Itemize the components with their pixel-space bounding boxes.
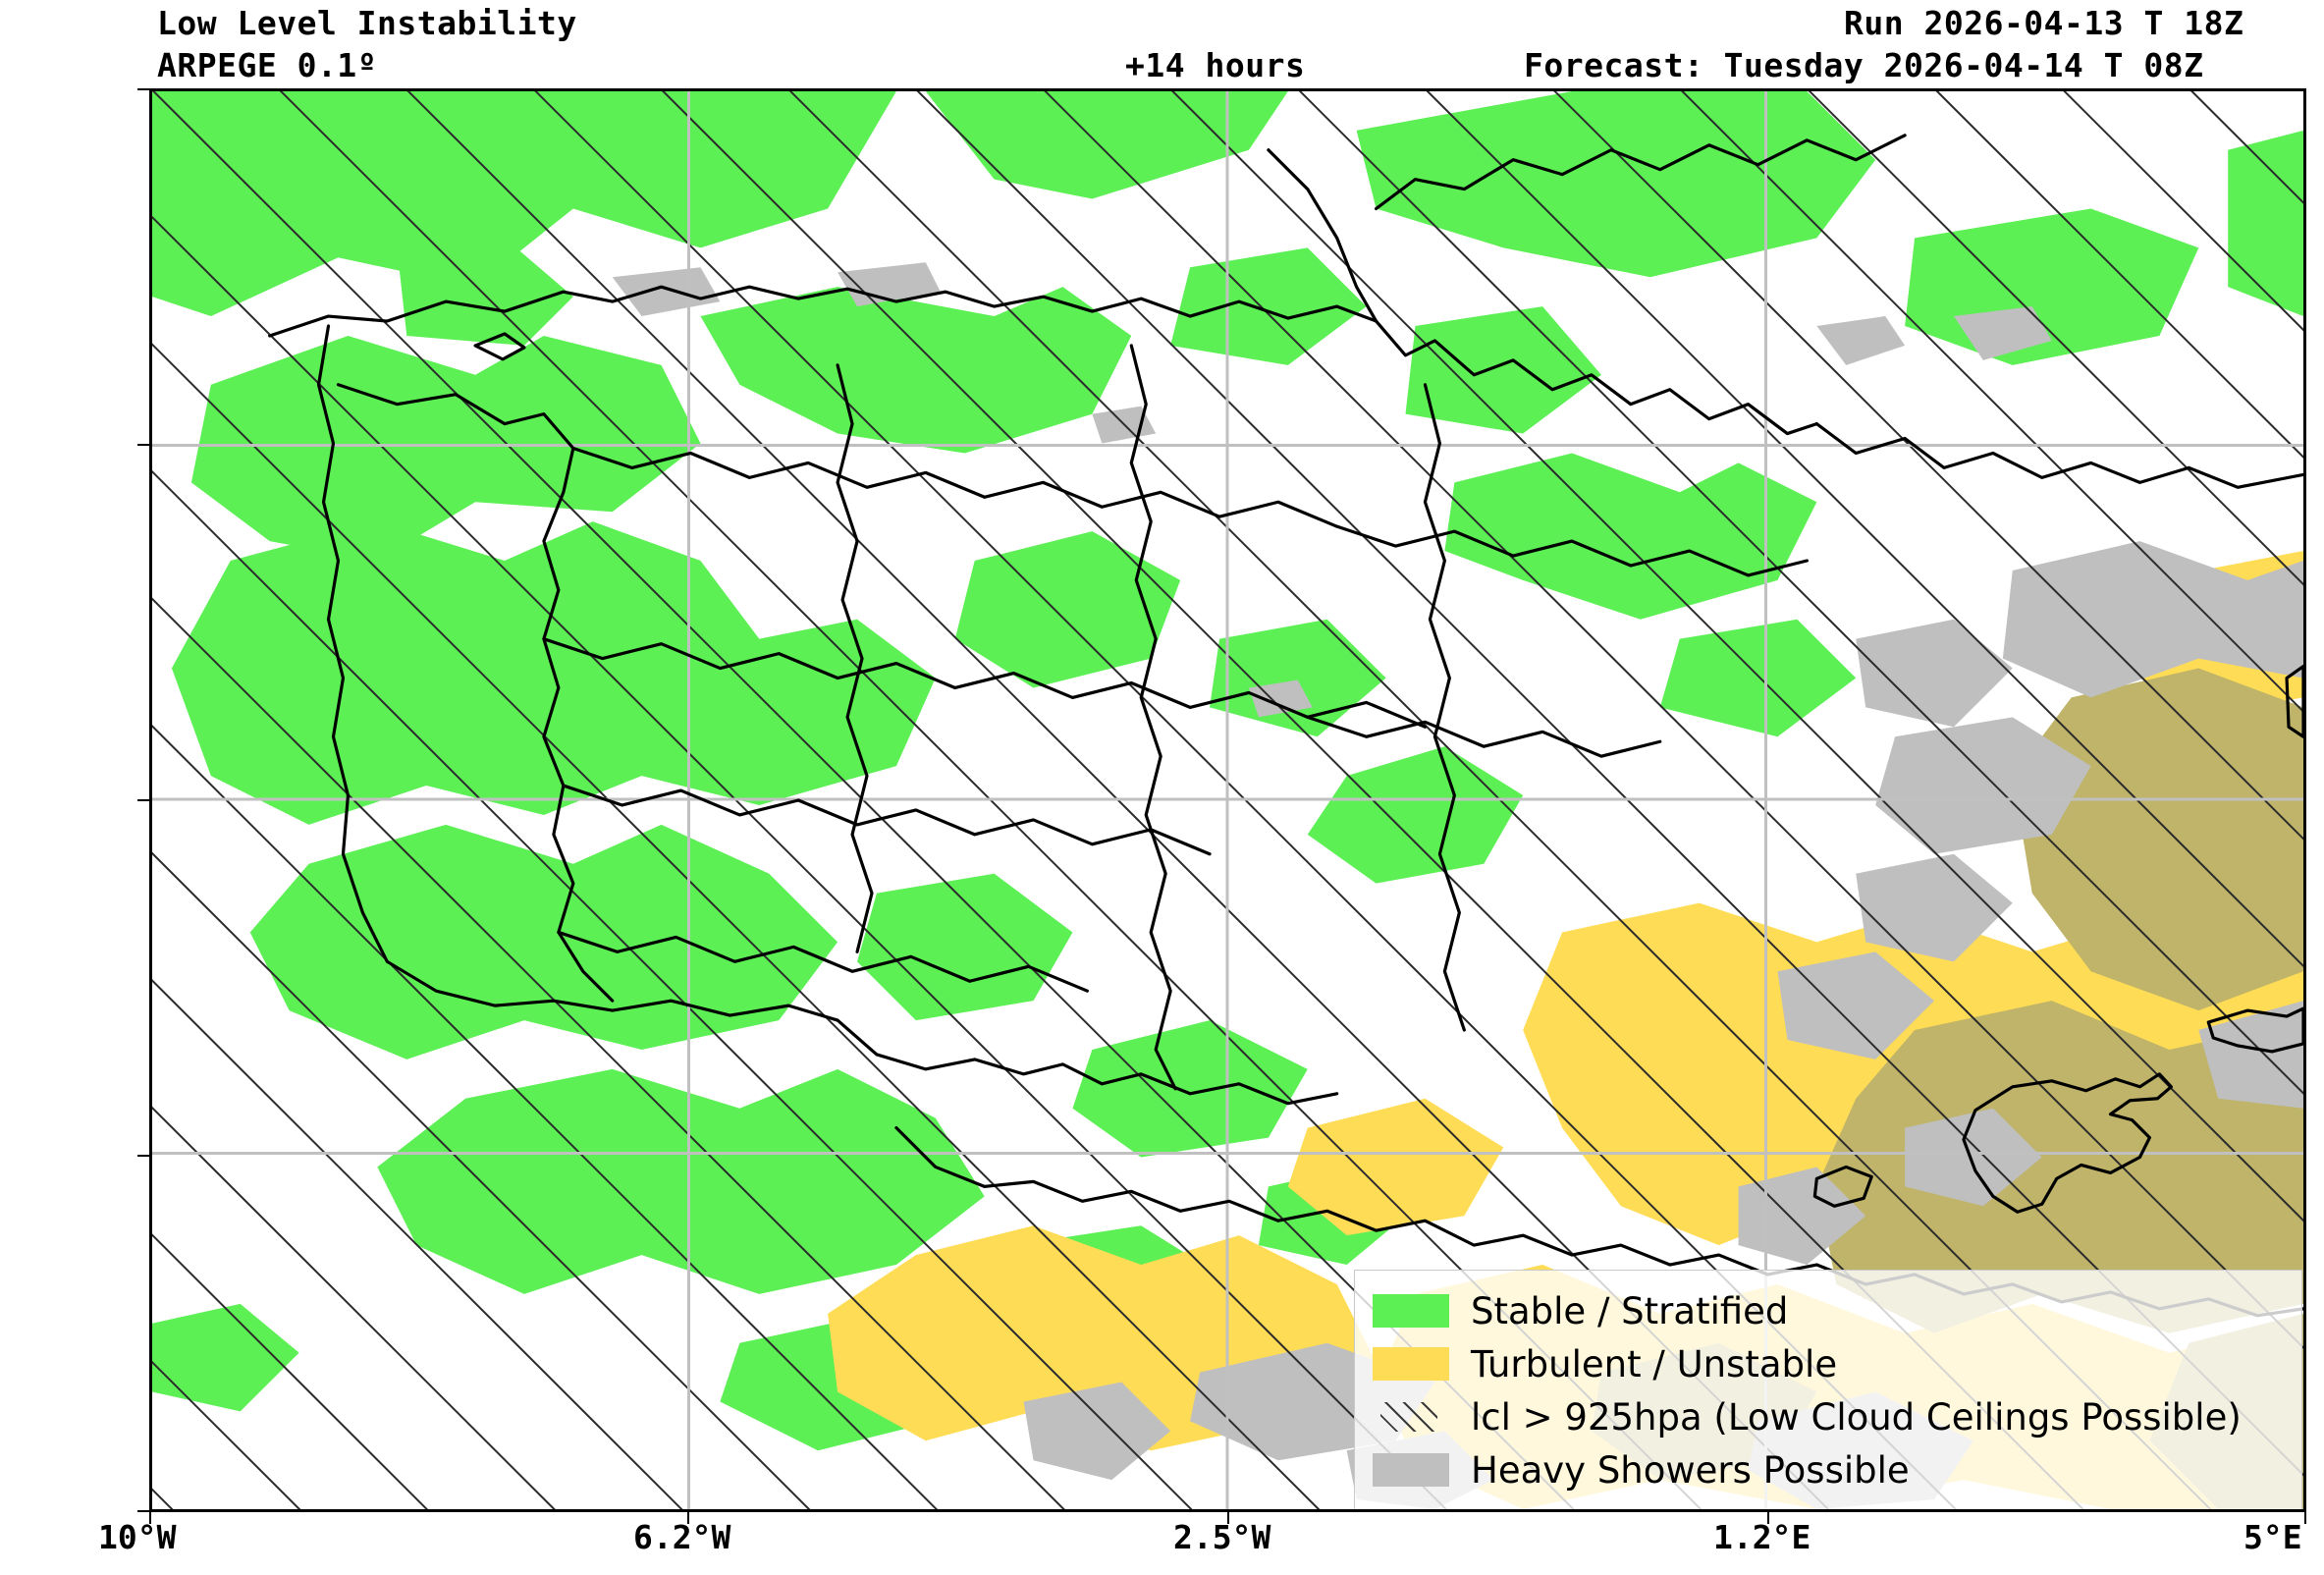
x-tick-label-5e: 5°E — [2243, 1518, 2302, 1556]
x-tick-10w — [149, 1512, 151, 1524]
y-tick-37.5n — [137, 1155, 149, 1157]
y-tick-35n — [137, 1510, 149, 1512]
legend-item: lcl > 925hpa (Low Cloud Ceilings Possibl… — [1373, 1390, 2284, 1443]
coastline-border-layer — [268, 134, 2303, 1318]
legend-item: Heavy Showers Possible — [1373, 1443, 2284, 1496]
page-title: Low Level Instability — [157, 4, 577, 42]
x-tick-label-10w: 10°W — [98, 1518, 177, 1556]
lead-time-label: +14 hours — [1125, 46, 1306, 84]
graticule-layer — [152, 91, 2303, 1509]
header: Low Level Instability ARPEGE 0.1º +14 ho… — [0, 0, 2324, 90]
legend-label-unstable: Turbulent / Unstable — [1471, 1342, 1838, 1385]
legend-swatch-lcl — [1373, 1400, 1449, 1434]
forecast-label: Forecast: Tuesday 2026-04-14 T 08Z — [1524, 46, 2204, 84]
x-tick-label-2.5w: 2.5°W — [1173, 1518, 1271, 1556]
run-label: Run 2026-04-13 T 18Z — [1844, 4, 2244, 42]
legend-swatch-unstable — [1373, 1347, 1449, 1381]
x-tick-5e — [2304, 1512, 2306, 1524]
y-tick-42.5n — [137, 444, 149, 446]
x-tick-label-1.2e: 1.2°E — [1713, 1518, 1811, 1556]
y-tick-40n — [137, 799, 149, 801]
legend-item: Turbulent / Unstable — [1373, 1337, 2284, 1390]
legend-swatch-stable — [1373, 1294, 1449, 1328]
y-tick-45n — [137, 88, 149, 90]
x-tick-label-6.2w: 6.2°W — [633, 1518, 731, 1556]
model-label: ARPEGE 0.1º — [157, 46, 378, 84]
x-tick-6.2w — [687, 1512, 689, 1524]
legend-label-stable: Stable / Stratified — [1471, 1289, 1789, 1332]
x-tick-1.2e — [1767, 1512, 1769, 1524]
x-tick-2.5w — [1227, 1512, 1229, 1524]
legend-swatch-showers — [1373, 1453, 1449, 1487]
legend-label-lcl: lcl > 925hpa (Low Cloud Ceilings Possibl… — [1471, 1395, 2242, 1439]
legend-label-showers: Heavy Showers Possible — [1471, 1448, 1910, 1492]
legend: Stable / Stratified Turbulent / Unstable… — [1354, 1270, 2302, 1509]
map-plot-area[interactable]: Stable / Stratified Turbulent / Unstable… — [149, 88, 2306, 1512]
legend-item: Stable / Stratified — [1373, 1284, 2284, 1337]
